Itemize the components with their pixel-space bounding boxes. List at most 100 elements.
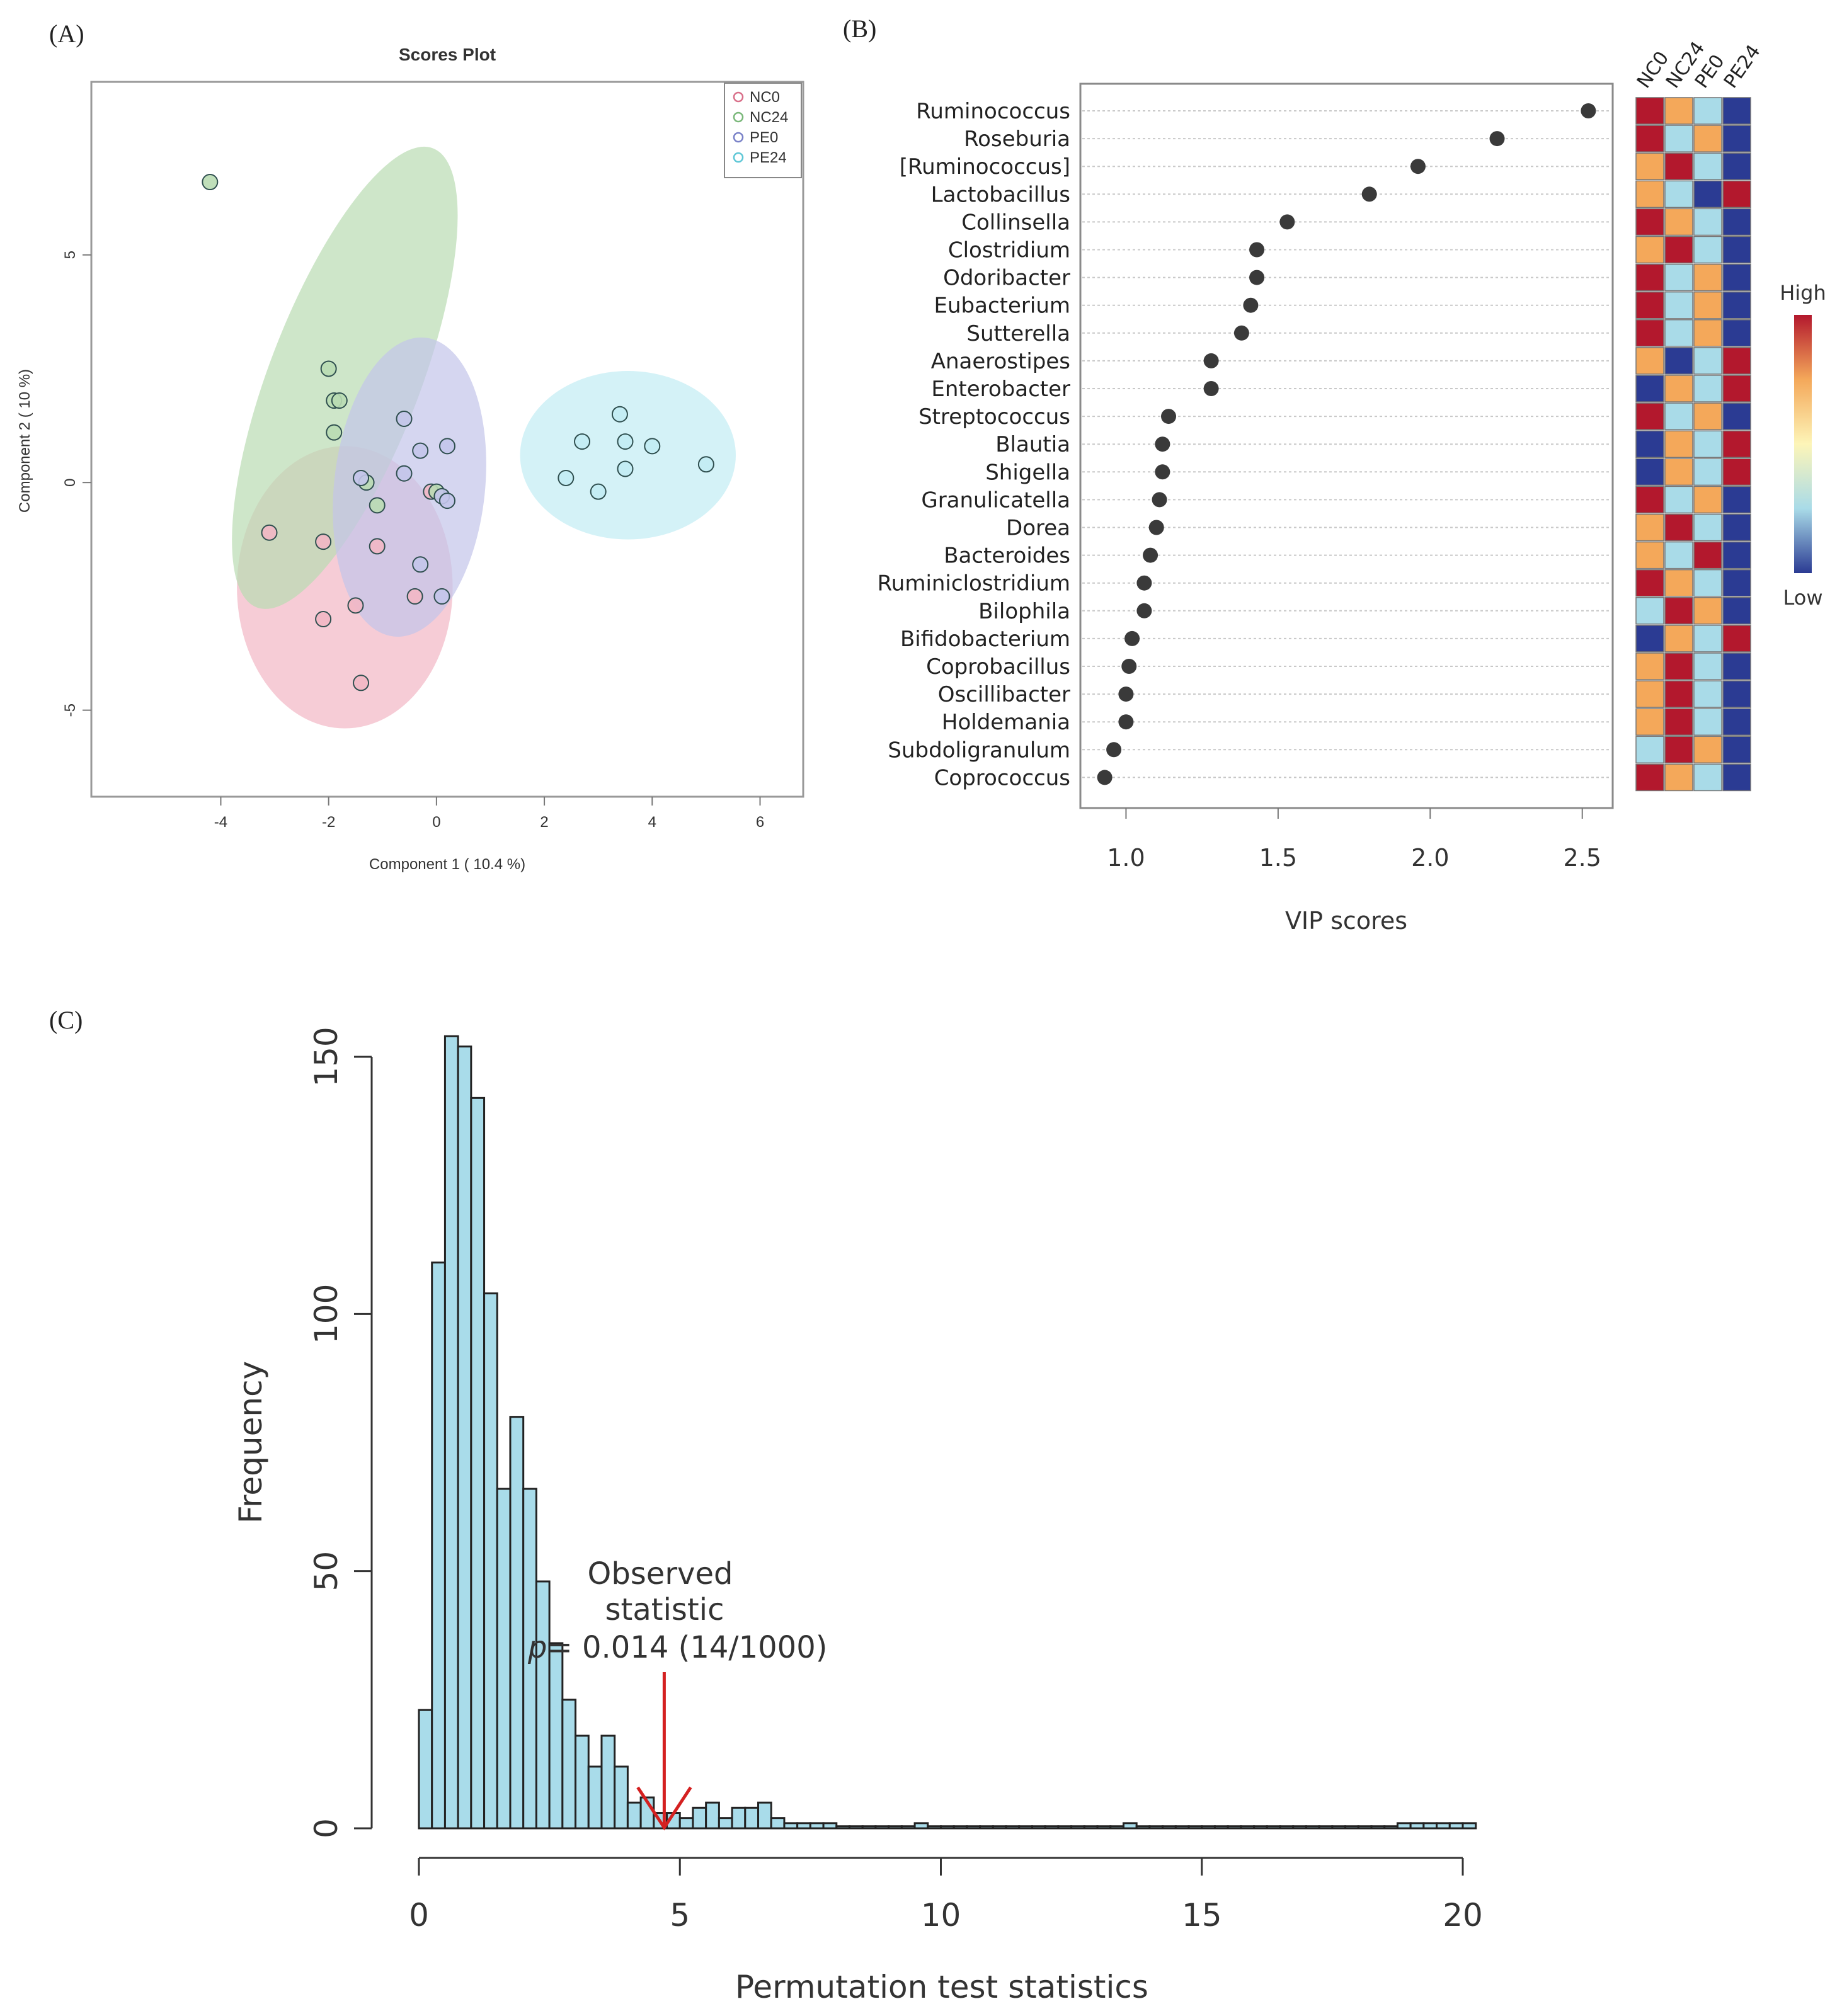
heatmap-cell	[1693, 708, 1722, 736]
heatmap-cell	[1722, 486, 1751, 514]
heatmap-cell	[1635, 263, 1664, 292]
heatmap-cell	[1664, 763, 1693, 792]
legend-label-nc24: NC24	[750, 109, 788, 126]
heatmap-cell	[1722, 125, 1751, 152]
histogram-bar	[1344, 1825, 1359, 1830]
scores-y-axis: -5 0 5	[62, 251, 91, 717]
histogram-bar	[1201, 1825, 1216, 1830]
heatmap-cell	[1664, 625, 1693, 652]
vip-point	[1361, 186, 1377, 202]
vip-point	[1136, 603, 1152, 618]
histogram-bar	[470, 1096, 486, 1830]
histogram-bar	[835, 1825, 851, 1830]
vip-point	[1124, 630, 1140, 646]
heatmap-cell	[1635, 708, 1664, 736]
histogram-bar	[575, 1734, 590, 1830]
point-nc24	[202, 174, 219, 191]
heatmap-cell	[1664, 458, 1693, 486]
histogram-bar	[1462, 1822, 1477, 1830]
histogram-bar	[1318, 1825, 1334, 1830]
histogram-bar	[614, 1765, 629, 1830]
legend-label-nc0: NC0	[750, 89, 780, 106]
histogram-bar	[1044, 1825, 1060, 1830]
heatmap-cell	[1664, 97, 1693, 125]
p-text: = 0.014 (14/1000)	[547, 1630, 827, 1665]
point-nc24	[320, 360, 337, 377]
histogram-y-axis: 0 50 100 150	[308, 1027, 373, 1838]
histogram-bar	[457, 1045, 472, 1830]
histogram-bar	[443, 1035, 459, 1830]
heatmap-cell	[1722, 569, 1751, 597]
heatmap-cell	[1722, 97, 1751, 125]
vip-x-label: VIP scores	[1285, 907, 1407, 935]
histogram-bar	[1187, 1825, 1203, 1830]
genus-label: Lactobacillus	[931, 182, 1070, 207]
p-symbol: p	[527, 1630, 547, 1665]
heatmap-cell	[1722, 180, 1751, 208]
histogram-bar	[1057, 1825, 1073, 1830]
colorbar-gradient	[1794, 315, 1812, 573]
scores-x-axis: -4 -2 0 2 4 6	[214, 797, 764, 831]
histogram-bar	[1266, 1825, 1281, 1830]
ellipse-pe24	[520, 371, 736, 540]
point-nc24	[326, 424, 343, 441]
genus-label: Bacteroides	[944, 544, 1070, 569]
heatmap-cell	[1693, 263, 1722, 292]
genus-label: Collinsella	[961, 210, 1070, 235]
vip-point	[1203, 381, 1219, 396]
histogram-bar	[744, 1806, 760, 1830]
histogram-y-tick-label: 150	[308, 1027, 345, 1086]
heatmap-cell	[1664, 319, 1693, 347]
heatmap-column-label: NC0	[1633, 47, 1674, 92]
histogram-bar	[1370, 1825, 1386, 1830]
heatmap-cell	[1722, 458, 1751, 486]
heatmap-cell	[1664, 125, 1693, 152]
histogram-bar	[992, 1825, 1007, 1830]
heatmap-cell	[1693, 375, 1722, 402]
scores-plot: Scores Plot -4 -2 0 2 4 6 -5 0 5 Component 1 ( …	[16, 45, 804, 873]
heatmap-cell	[1693, 680, 1722, 708]
histogram-bar	[849, 1825, 864, 1830]
genus-label: Clostridium	[948, 238, 1070, 263]
heatmap-cell	[1693, 597, 1722, 625]
genus-label: Subdoligranulum	[888, 737, 1070, 763]
point-nc0	[315, 611, 332, 628]
vip-x-tick-label: 2.0	[1411, 844, 1449, 872]
heatmap-cell	[1635, 486, 1664, 514]
histogram-x-tick-label: 0	[409, 1897, 429, 1933]
heatmap-cell	[1722, 319, 1751, 347]
legend-label-pe0: PE0	[750, 129, 778, 146]
ellipse-nc24	[232, 146, 458, 609]
histogram-bar	[1213, 1825, 1229, 1830]
heatmap-cell	[1693, 458, 1722, 486]
heatmap-cell	[1664, 736, 1693, 764]
scores-plot-title: Scores Plot	[399, 45, 496, 64]
histogram-x-tick-label: 10	[921, 1897, 961, 1933]
histogram-bar	[861, 1825, 877, 1830]
histogram-y-tick-label: 0	[308, 1818, 345, 1838]
histogram-bar	[1448, 1822, 1464, 1830]
legend-marker-nc0	[733, 91, 744, 103]
histogram-bar	[1292, 1825, 1307, 1830]
panel-label-b: (B)	[843, 14, 877, 43]
heatmap-cell	[1722, 625, 1751, 652]
genus-label: Streptococcus	[918, 404, 1070, 430]
histogram-bar	[705, 1801, 720, 1830]
heatmap-cell	[1635, 541, 1664, 569]
genus-label: Oscillibacter	[938, 682, 1070, 707]
colorbar-low-label: Low	[1783, 586, 1822, 610]
histogram-bar	[731, 1806, 747, 1830]
heatmap-cell	[1664, 430, 1693, 458]
point-nc0	[315, 533, 332, 550]
legend-marker-pe0	[733, 132, 744, 143]
heatmap-cell	[1722, 597, 1751, 625]
heatmap-cell	[1664, 291, 1693, 319]
vip-point	[1233, 325, 1249, 341]
histogram-bar	[1357, 1825, 1373, 1830]
heatmap-cell	[1635, 513, 1664, 542]
heatmap-cell	[1722, 402, 1751, 430]
histogram-bar	[940, 1825, 955, 1830]
heatmap-cell	[1722, 541, 1751, 569]
histogram-bar	[1409, 1822, 1425, 1830]
